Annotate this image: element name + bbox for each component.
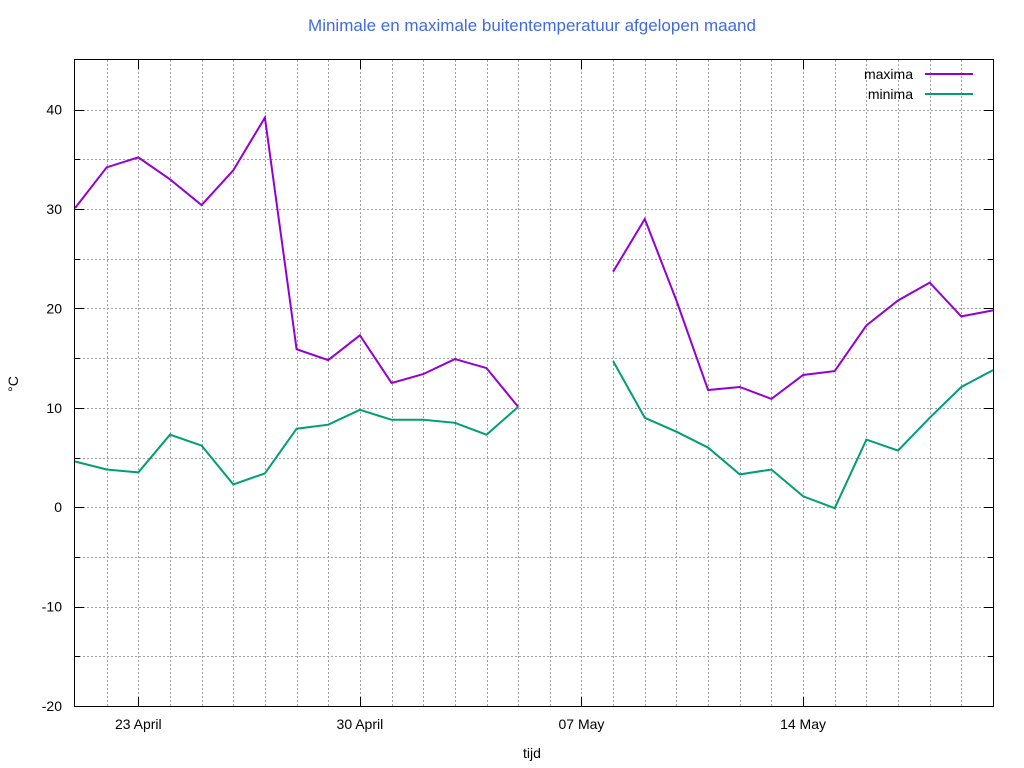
x-axis-label: tijd bbox=[523, 745, 541, 761]
axis-ticks bbox=[75, 60, 993, 706]
x-tick-label: 07 May bbox=[559, 716, 605, 732]
legend-label-maxima: maxima bbox=[864, 66, 913, 82]
y-tick-label: 20 bbox=[46, 300, 62, 316]
y-tick-label: -10 bbox=[42, 599, 62, 615]
legend: maxima minima bbox=[864, 66, 973, 102]
y-tick-label: -20 bbox=[42, 698, 62, 714]
x-tick-label: 23 April bbox=[115, 716, 162, 732]
plot-frame bbox=[74, 59, 994, 707]
y-tick-label: 10 bbox=[46, 400, 62, 416]
series-lines bbox=[74, 114, 994, 510]
series-line-minima bbox=[74, 360, 994, 510]
x-tick-label: 30 April bbox=[337, 716, 384, 732]
tick-labels: -20 -10 0 10 20 30 40 23 April 30 April 07 May 14 … bbox=[42, 102, 826, 732]
grid bbox=[75, 60, 993, 706]
legend-label-minima: minima bbox=[868, 86, 913, 102]
y-tick-label: 30 bbox=[46, 201, 62, 217]
y-tick-label: 0 bbox=[54, 499, 62, 515]
chart-title: Minimale en maximale buitentemperatuur a… bbox=[308, 16, 756, 35]
x-tick-label: 14 May bbox=[780, 716, 826, 732]
y-tick-label: 40 bbox=[46, 102, 62, 118]
series-line-maxima bbox=[74, 114, 994, 408]
y-axis-label: °C bbox=[5, 376, 21, 392]
